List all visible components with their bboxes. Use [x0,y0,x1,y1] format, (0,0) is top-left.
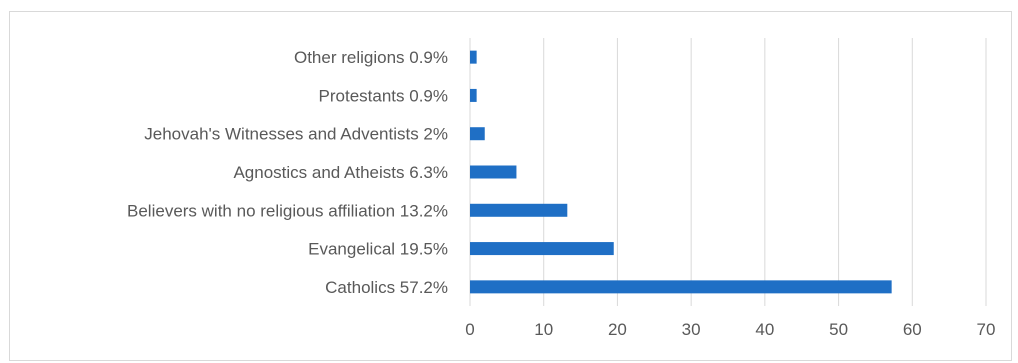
category-labels: Catholics 57.2% Evangelical 19.5% Believer… [127,48,448,297]
chart-frame [9,11,1012,361]
x-tick-label: 0 [465,320,474,339]
gridlines [469,38,987,306]
x-tick-label: 70 [977,320,996,339]
x-tick-label: 40 [755,320,774,339]
bar [470,88,477,102]
x-tick-label: 50 [829,320,848,339]
category-label: Other religions 0.9% [294,48,448,67]
x-tick-label: 20 [608,320,627,339]
bar [470,203,568,217]
bar [470,127,485,141]
bar [470,165,517,179]
category-label: Agnostics and Atheists 6.3% [233,163,448,182]
category-label: Evangelical 19.5% [308,240,448,259]
category-label: Catholics 57.2% [325,278,448,297]
bar [470,242,614,256]
x-tick-label: 30 [682,320,701,339]
x-tick-label: 10 [534,320,553,339]
x-axis-tick-labels: 0 10 20 30 40 50 60 70 [465,320,995,339]
x-tick-label: 60 [903,320,922,339]
bars [470,50,892,294]
bar [470,50,477,64]
bar [470,280,892,294]
category-label: Jehovah's Witnesses and Adventists 2% [144,125,448,144]
category-label: Believers with no religious affiliation … [127,201,448,220]
category-label: Protestants 0.9% [319,86,448,105]
